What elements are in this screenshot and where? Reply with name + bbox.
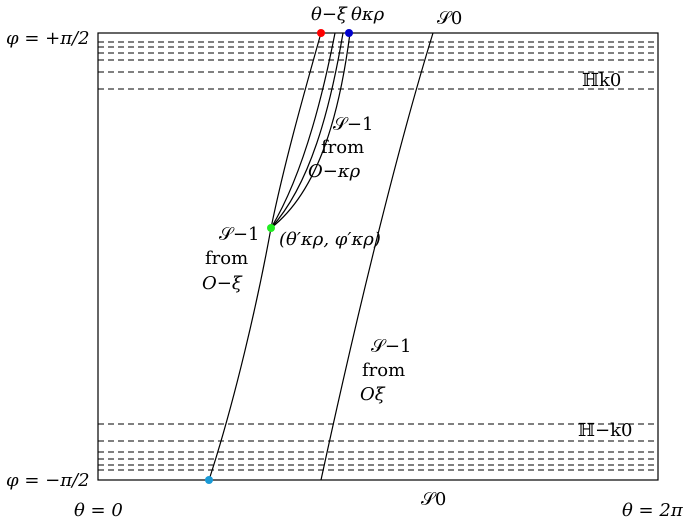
phi-top-label: φ = +π/2 [6,28,90,49]
s0-bottom-label: 𝒮0 [421,489,446,510]
s0-top-label: 𝒮0 [437,8,462,29]
s-minus1-minus-xi-line3: O−ξ [202,273,243,294]
theta-kappa-rho-label: θκρ [351,4,385,25]
phi-bottom-label: φ = −π/2 [6,470,90,491]
green-point-theta-prime [267,224,275,232]
s-minus1-kappa-rho-line1: 𝒮−1 [333,114,373,135]
cyan-point-bottom [205,476,213,484]
h-minus-k0-label: ℍ−k0 [578,420,632,441]
s-minus1-kappa-rho-line2: from [321,137,364,158]
theta-left-label: θ = 0 [74,500,123,521]
domain-frame [97,32,659,481]
s0-curve [320,32,434,481]
upper-dashed-lines [98,41,658,90]
h-k0-label: ℍk0 [582,70,621,91]
theta-right-label: θ = 2π [622,500,684,521]
theta-minus-xi-label: θ−ξ [311,4,348,25]
lower-dashed-lines [98,423,658,471]
s-minus1-branch-1 [270,32,336,229]
blue-point-theta-kappa-rho [345,29,353,37]
theta-prime-point-label: (θ′κρ, φ′κρ) [279,229,381,250]
s-minus1-kappa-rho-line3: O−κρ [308,161,361,182]
red-point-theta-minus-xi [317,29,325,37]
s-minus1-xi-line1: 𝒮−1 [371,336,411,357]
s-minus1-minus-xi-line2: from [205,248,248,269]
s-minus1-xi-line2: from [362,360,405,381]
s-minus1-xi-line3: Oξ [360,384,386,405]
s-minus1-branch-2 [270,32,344,229]
s-minus1-branch-3 [270,32,351,229]
s-minus1-minus-xi-line1: 𝒮−1 [219,224,259,245]
